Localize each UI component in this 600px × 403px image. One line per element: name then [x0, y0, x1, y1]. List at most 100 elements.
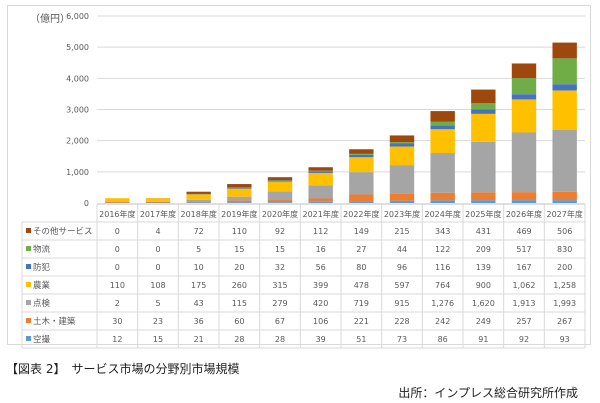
- data-table-cell: 0: [155, 263, 160, 272]
- chart-frame: [7, 5, 591, 345]
- bar-segment: [105, 198, 130, 202]
- bar-segment: [430, 111, 455, 122]
- bar-segment: [186, 199, 211, 202]
- bar-segment: [145, 201, 171, 203]
- bar-segment: [349, 157, 374, 173]
- bar-segment: [511, 99, 537, 133]
- x-category-label: 2026年度: [506, 209, 542, 219]
- legend-swatch: [26, 336, 31, 341]
- data-table-cell: 399: [313, 281, 328, 290]
- data-table-cell: 56: [316, 263, 326, 272]
- data-table-cell: 67: [275, 317, 285, 326]
- data-table-cell: 5: [155, 299, 160, 308]
- bar-segment: [471, 89, 496, 104]
- data-table-cell: 110: [110, 281, 125, 290]
- bar-segment: [186, 191, 211, 194]
- data-table-cell: 108: [150, 281, 165, 290]
- data-table-cell: 343: [435, 227, 450, 236]
- bar-segment: [145, 198, 171, 202]
- data-table-cell: 719: [354, 299, 369, 308]
- data-table-cell: 28: [234, 335, 244, 344]
- data-table-cell: 221: [354, 317, 369, 326]
- data-table-cell: 5: [196, 245, 201, 254]
- bar-segment: [308, 201, 333, 203]
- bar-segment: [511, 132, 537, 193]
- data-table-cell: 12: [112, 335, 122, 344]
- data-table-cell: 32: [275, 263, 285, 272]
- data-table-cell: 96: [397, 263, 407, 272]
- data-table-cell: 1,258: [553, 281, 576, 290]
- bar-segment: [349, 172, 374, 195]
- legend-label: その他サービス: [33, 226, 93, 237]
- legend-swatch: [26, 282, 31, 287]
- x-category-label: 2020年度: [262, 209, 298, 219]
- data-table-cell: 122: [435, 245, 450, 254]
- bar-segment: [267, 177, 293, 181]
- data-table-cell: 506: [557, 227, 572, 236]
- bar-segment: [471, 113, 496, 142]
- bar-segment: [308, 185, 333, 199]
- data-table-cell: 139: [476, 263, 491, 272]
- legend-swatch: [26, 300, 31, 305]
- data-table-cell: 15: [234, 245, 244, 254]
- bar-segment: [349, 201, 374, 203]
- x-category-label: 2023年度: [384, 209, 420, 219]
- legend-swatch: [26, 246, 31, 251]
- data-table-cell: 28: [275, 335, 285, 344]
- data-table-cell: 830: [557, 245, 572, 254]
- bar-segment: [552, 42, 577, 59]
- bar-segment: [471, 141, 496, 193]
- data-table-cell: 51: [356, 335, 366, 344]
- bar-segment: [511, 94, 537, 100]
- data-table-cell: 0: [115, 227, 120, 236]
- y-tick-label: 2,000: [66, 137, 89, 146]
- data-table-cell: 249: [476, 317, 491, 326]
- data-table-cell: 21: [194, 335, 204, 344]
- data-table-cell: 115: [232, 299, 247, 308]
- bar-segment: [308, 172, 333, 186]
- y-tick-label: 5,000: [66, 43, 89, 52]
- data-table-cell: 0: [115, 263, 120, 272]
- bar-segment: [227, 196, 252, 201]
- data-table-cell: 23: [153, 317, 163, 326]
- bar-segment: [430, 121, 455, 126]
- bar-segment: [471, 192, 496, 201]
- legend-swatch: [26, 264, 31, 269]
- data-table-cell: 27: [356, 245, 366, 254]
- data-table-cell: 315: [272, 281, 287, 290]
- data-table-cell: 478: [354, 281, 369, 290]
- data-table-cell: 92: [519, 335, 529, 344]
- bar-segment: [186, 202, 211, 203]
- data-table-cell: 257: [516, 317, 531, 326]
- y-axis-unit: （億円）: [30, 12, 70, 25]
- data-table-cell: 36: [194, 317, 204, 326]
- bar-segment: [308, 198, 333, 202]
- source-note: 出所：インプレス総合研究所作成: [398, 386, 578, 400]
- bar-segment: [267, 191, 293, 201]
- data-table-cell: 228: [394, 317, 409, 326]
- data-table-cell: 0: [155, 245, 160, 254]
- data-table-cell: 4: [155, 227, 160, 236]
- data-table-cell: 175: [191, 281, 206, 290]
- legend-label: 空撮: [33, 334, 51, 345]
- data-table-cell: 420: [313, 299, 328, 308]
- data-table-cell: 15: [153, 335, 163, 344]
- bar-segment: [552, 58, 577, 85]
- bar-segment: [389, 193, 415, 201]
- data-table-cell: 242: [435, 317, 450, 326]
- data-table-cell: 86: [438, 335, 448, 344]
- bar-segment: [308, 167, 333, 171]
- data-table-cell: 200: [557, 263, 572, 272]
- figure-caption: 【図表 2】 サービス市場の分野別市場規模: [6, 362, 240, 376]
- data-table-cell: 900: [476, 281, 491, 290]
- bar-segment: [389, 142, 415, 144]
- data-table-cell: 469: [516, 227, 531, 236]
- data-table-cell: 116: [435, 263, 450, 272]
- data-table-cell: 106: [313, 317, 328, 326]
- x-category-label: 2021年度: [302, 209, 338, 219]
- data-table-cell: 15: [275, 245, 285, 254]
- data-table-cell: 260: [232, 281, 247, 290]
- data-table-cell: 112: [313, 227, 328, 236]
- bar-segment: [349, 154, 374, 158]
- data-table-cell: 1,620: [472, 299, 495, 308]
